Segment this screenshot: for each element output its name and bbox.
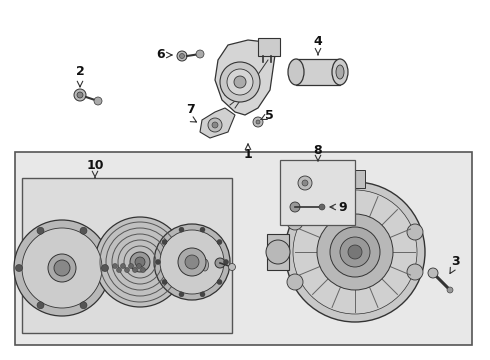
Circle shape [302,180,308,186]
Ellipse shape [336,65,344,79]
Circle shape [113,264,118,269]
Circle shape [77,92,83,98]
Polygon shape [215,40,275,115]
Text: 4: 4 [314,35,322,48]
Circle shape [319,204,325,210]
Circle shape [154,224,230,300]
Circle shape [101,265,108,271]
Circle shape [94,97,102,105]
Circle shape [285,182,425,322]
Bar [15,152,472,345]
Circle shape [128,264,133,269]
Circle shape [162,239,167,244]
Circle shape [37,227,44,234]
Circle shape [407,264,423,280]
Ellipse shape [201,259,209,271]
Circle shape [16,265,23,271]
Circle shape [137,264,142,269]
Circle shape [298,176,312,190]
Circle shape [141,267,146,273]
Circle shape [179,227,184,232]
Circle shape [80,227,87,234]
Bar [267,234,289,270]
Bar [280,160,355,225]
Circle shape [14,220,110,316]
Circle shape [155,260,161,265]
Circle shape [208,118,222,132]
Circle shape [220,62,260,102]
Circle shape [178,248,206,276]
Circle shape [447,287,453,293]
Polygon shape [200,108,235,138]
Text: 8: 8 [314,144,322,157]
Circle shape [228,264,236,270]
Circle shape [37,302,44,309]
Circle shape [200,292,205,297]
Circle shape [22,228,102,308]
Circle shape [217,279,222,284]
Circle shape [200,227,205,232]
Circle shape [160,230,224,294]
Circle shape [121,264,125,269]
Circle shape [348,245,362,259]
Text: 2: 2 [75,65,84,78]
Circle shape [212,122,218,128]
Circle shape [124,267,129,273]
Circle shape [135,257,145,267]
Ellipse shape [332,59,348,85]
Circle shape [407,224,423,240]
Circle shape [177,51,187,61]
Circle shape [196,50,204,58]
Circle shape [217,239,222,244]
Circle shape [215,258,225,268]
Circle shape [227,69,253,95]
Text: 6: 6 [156,48,165,60]
Circle shape [287,274,303,290]
Ellipse shape [288,59,304,85]
Circle shape [54,260,70,276]
Circle shape [266,240,290,264]
Circle shape [117,267,122,273]
Circle shape [428,268,438,278]
Circle shape [317,214,393,290]
Circle shape [287,214,303,230]
Bar [296,59,340,85]
Circle shape [223,260,228,265]
Circle shape [179,292,184,297]
Circle shape [293,190,417,314]
Circle shape [95,217,185,307]
Bar [22,178,232,333]
Circle shape [80,302,87,309]
Circle shape [290,202,300,212]
Circle shape [340,237,370,267]
Circle shape [130,252,150,272]
Circle shape [162,279,167,284]
Text: 3: 3 [451,255,459,268]
Text: 1: 1 [244,148,252,161]
Text: 7: 7 [186,103,195,116]
Text: 5: 5 [265,108,274,122]
Circle shape [185,255,199,269]
Text: 10: 10 [86,159,104,172]
Bar [258,38,280,56]
Circle shape [74,89,86,101]
Circle shape [179,54,185,59]
Ellipse shape [198,254,212,276]
Circle shape [256,120,260,124]
Text: 9: 9 [338,201,346,213]
Bar [335,170,365,188]
Circle shape [253,117,263,127]
Circle shape [330,227,380,277]
Circle shape [132,267,138,273]
Circle shape [48,254,76,282]
Circle shape [234,76,246,88]
